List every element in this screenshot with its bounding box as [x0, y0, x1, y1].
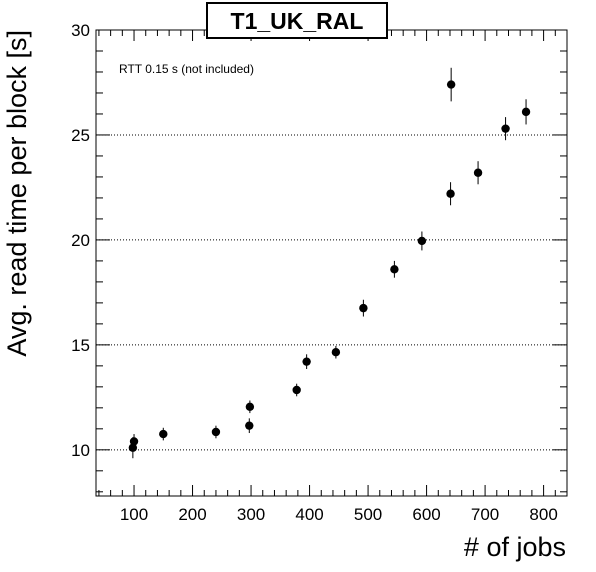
point-marker: [129, 437, 139, 446]
point-marker: [211, 427, 221, 437]
y-axis-ticks: 10 15 20 25 30: [71, 21, 567, 493]
data-point: [417, 231, 427, 251]
x-tick-label: 600: [412, 505, 440, 524]
x-tick-label: 100: [120, 505, 148, 524]
point-marker: [302, 357, 311, 366]
point-marker: [446, 189, 455, 198]
data-point: [446, 182, 455, 206]
point-marker: [446, 80, 456, 89]
data-point: [446, 67, 456, 102]
point-marker: [473, 168, 483, 177]
y-axis-title: Avg. read time per block [s]: [2, 30, 32, 357]
data-point: [359, 299, 368, 317]
plot-frame: [95, 29, 568, 497]
data-point: [211, 425, 221, 439]
data-point: [521, 99, 531, 125]
title-box: T1_UK_RAL: [206, 2, 388, 39]
chart-title: T1_UK_RAL: [231, 8, 364, 34]
y-tick-label: 20: [71, 231, 90, 250]
x-tick-label: 400: [295, 505, 323, 524]
data-point: [159, 427, 168, 441]
data-point: [245, 400, 255, 414]
data-point: [292, 383, 301, 397]
grid-lines: [96, 134, 567, 451]
data-point: [390, 260, 399, 278]
data-point: [473, 161, 483, 185]
x-tick-label: 200: [178, 505, 206, 524]
point-marker: [501, 124, 510, 133]
point-marker: [359, 303, 368, 313]
data-point: [501, 117, 510, 141]
point-marker: [417, 236, 427, 246]
y-tick-label: 25: [71, 126, 90, 145]
point-marker: [292, 385, 301, 395]
data-point: [302, 354, 311, 370]
x-tick-label: 500: [354, 505, 382, 524]
x-tick-label: 800: [529, 505, 557, 524]
point-marker: [331, 348, 341, 357]
y-tick-label: 30: [71, 21, 90, 40]
data-point: [331, 345, 341, 359]
y-tick-label: 15: [71, 336, 90, 355]
data-point: [245, 418, 254, 434]
point-marker: [245, 421, 254, 430]
data-point: [129, 434, 139, 449]
point-marker: [128, 443, 138, 452]
annotation: RTT 0.15 s (not included): [119, 62, 254, 76]
data-points: [128, 67, 531, 459]
x-axis-title: # of jobs: [464, 532, 566, 562]
point-marker: [245, 402, 255, 411]
x-tick-label: 300: [237, 505, 265, 524]
point-marker: [390, 265, 399, 274]
point-marker: [159, 429, 168, 439]
x-axis-ticks: 100 200 300 400 500 600 700 800: [98, 30, 568, 524]
y-tick-label: 10: [71, 441, 90, 460]
point-marker: [521, 107, 531, 117]
x-tick-label: 700: [471, 505, 499, 524]
